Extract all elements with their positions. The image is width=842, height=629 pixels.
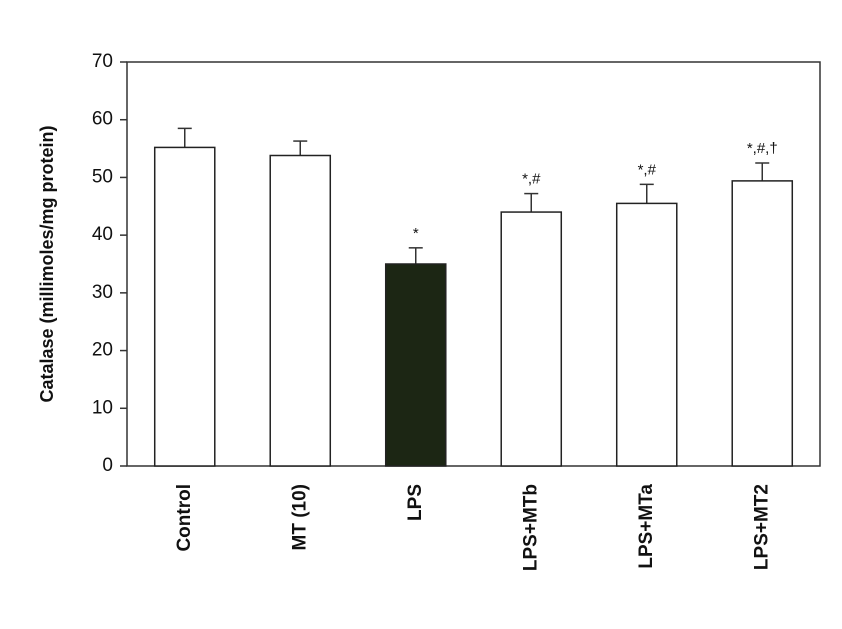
x-tick-label: LPS+MT2 [751,484,772,570]
y-tick-label: 60 [92,109,113,130]
bar [615,202,678,467]
annotation: *,#,† [747,140,778,157]
x-tick-label: LPS+MTb [520,484,541,571]
annotation: * [413,225,419,242]
x-tick-label: MT (10) [289,484,310,551]
plot-frame [126,61,821,467]
y-tick-label: 30 [92,282,113,303]
y-tick-label: 50 [92,166,113,187]
bar [384,263,447,467]
y-axis-label: Catalase (millimoles/mg protein) [37,125,57,402]
y-tick-label: 70 [92,51,113,72]
bar [269,154,332,467]
x-tick-label: LPS+MTa [636,484,657,569]
bar [500,211,563,467]
y-tick-label: 0 [102,455,113,476]
y-tick-label: 40 [92,224,113,245]
x-tick-label: Control [174,484,195,552]
annotation: *,# [638,161,657,178]
y-tick-label: 10 [92,397,113,418]
x-tick-label: LPS [405,484,426,521]
y-tick-label: 20 [92,340,113,361]
bar [153,146,216,467]
bar [731,180,794,467]
annotation: *,# [522,171,541,188]
